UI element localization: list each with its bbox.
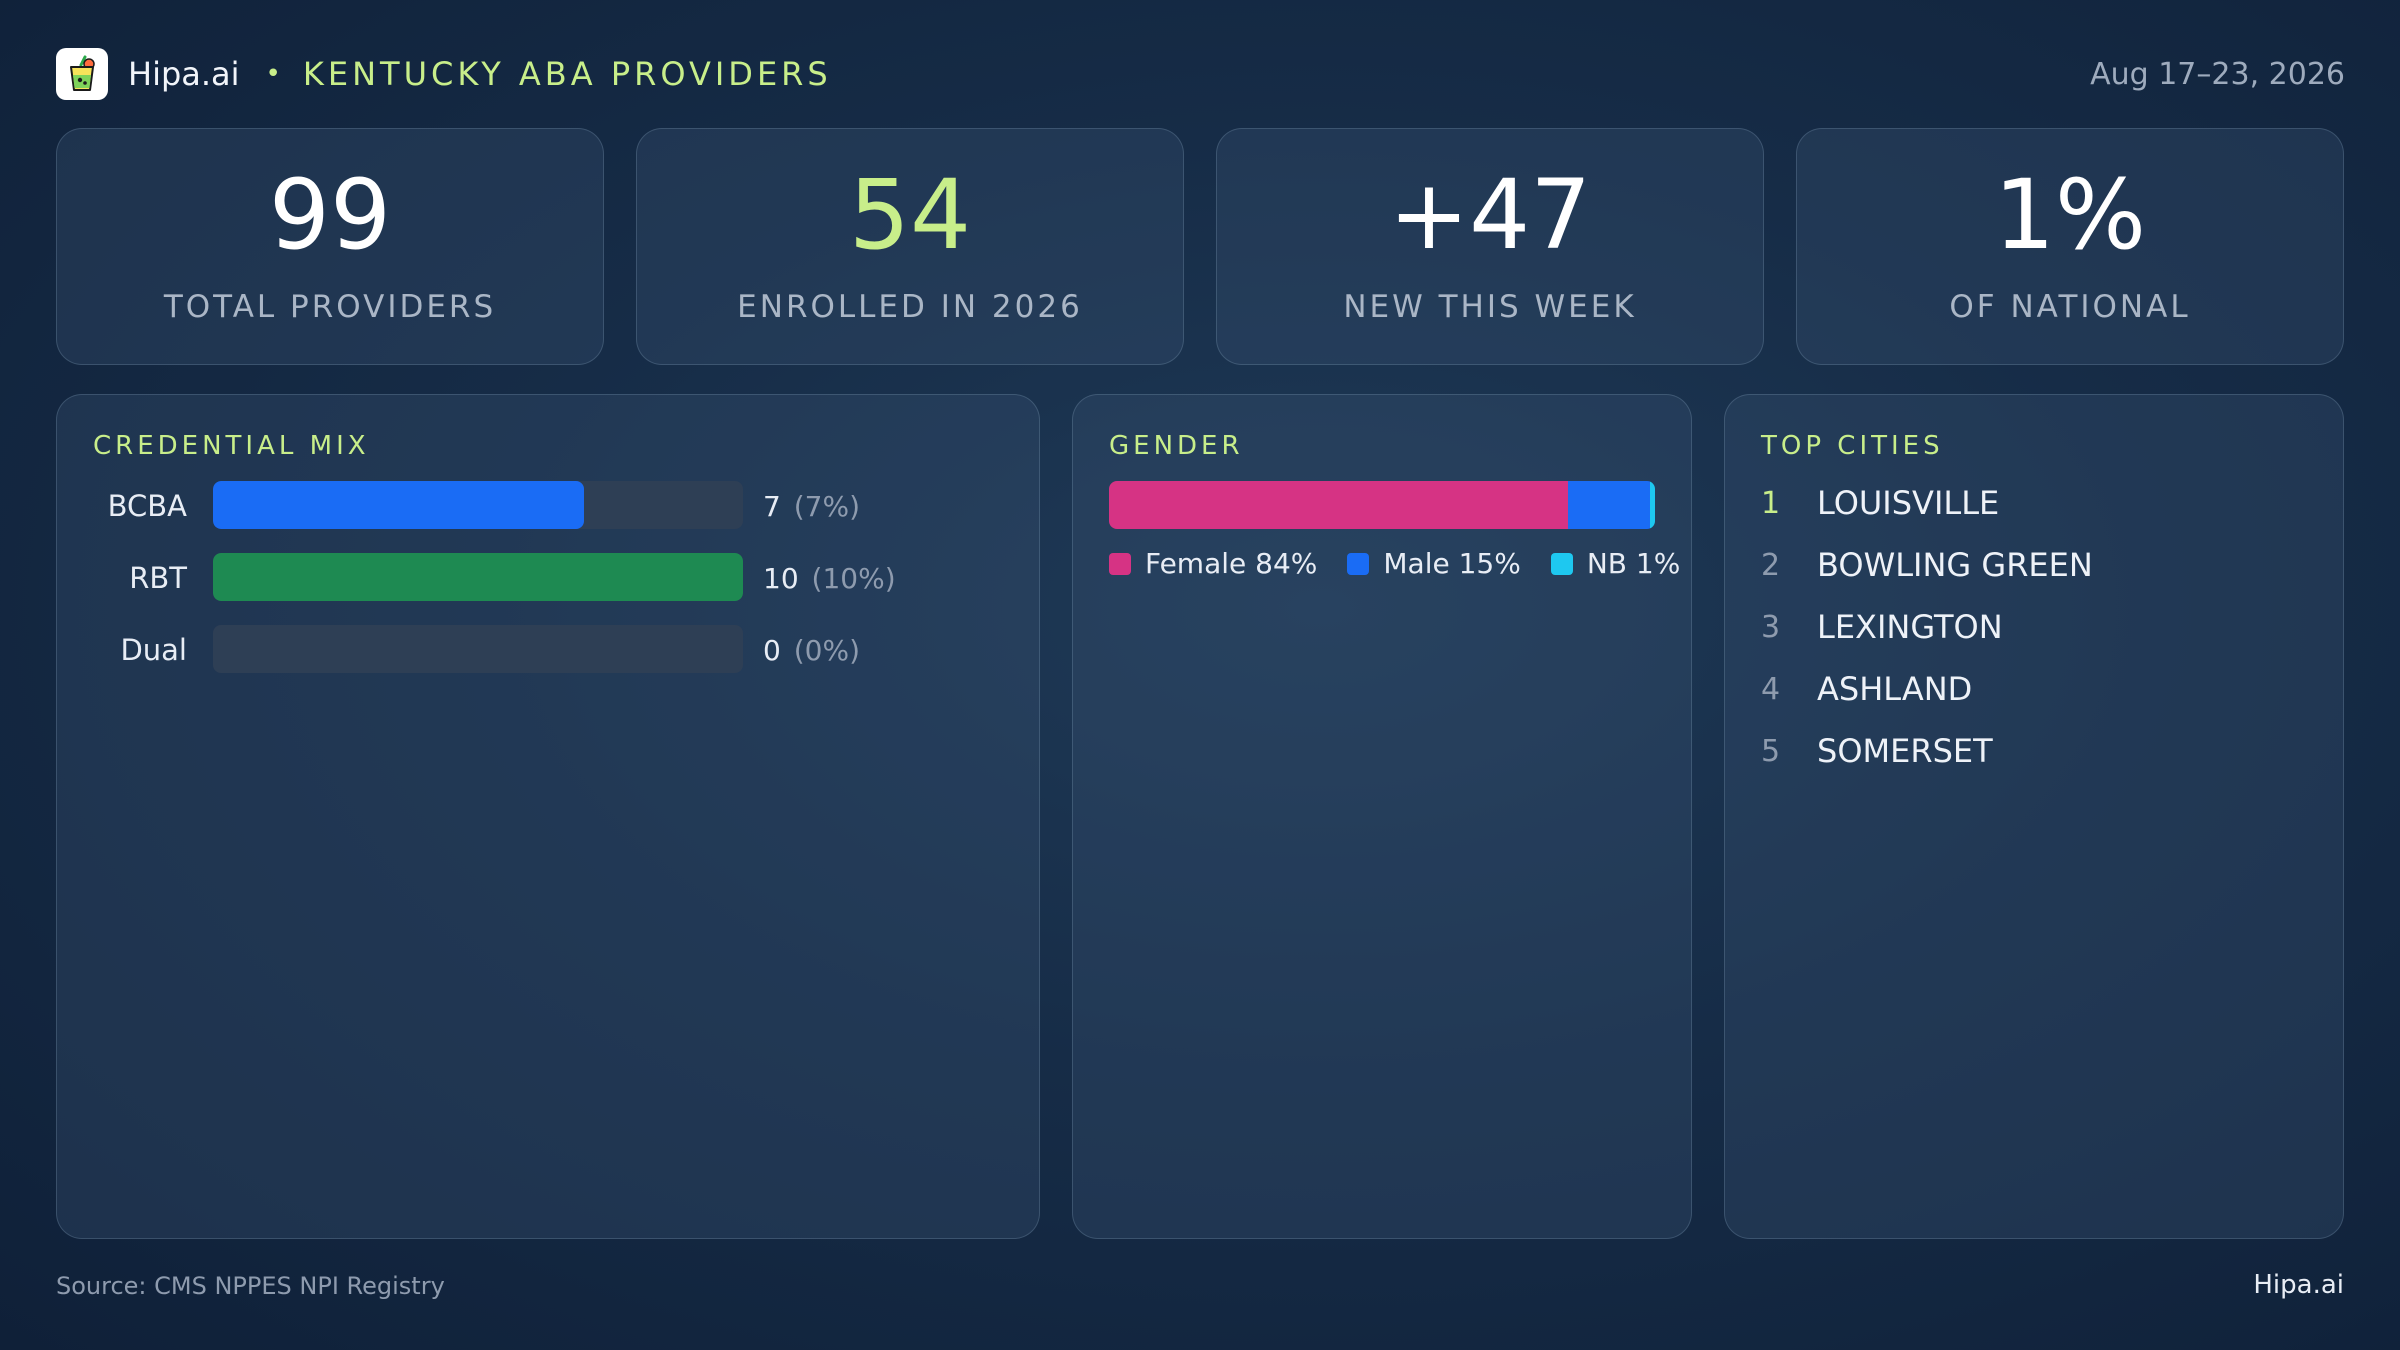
credential-count: 0	[763, 634, 781, 667]
kpi-enrolled: 54 ENROLLED IN 2026	[636, 128, 1184, 365]
legend-label: Female 84%	[1145, 547, 1318, 580]
kpi-value: 99	[268, 159, 392, 271]
city-list-item: 2 BOWLING GREEN	[1761, 545, 2093, 585]
credential-count: 7	[763, 490, 781, 523]
kpi-row: 99 TOTAL PROVIDERS 54 ENROLLED IN 2026 +…	[56, 128, 2344, 365]
credential-row-rbt: RBT 10 (10%)	[57, 553, 1039, 601]
gender-stacked-bar	[1109, 481, 1655, 529]
header: Hipa.ai • KENTUCKY ABA PROVIDERS Aug 17–…	[56, 46, 2345, 102]
data-source: Source: CMS NPPES NPI Registry	[56, 1272, 445, 1300]
gender-legend: Female 84% Male 15% NB 1%	[1109, 547, 1710, 580]
legend-swatch	[1550, 552, 1573, 575]
gender-panel: GENDER Female 84% Male 15% NB 1%	[1072, 394, 1692, 1239]
city-name: LOUISVILLE	[1817, 484, 2000, 522]
credential-percent: (7%)	[793, 490, 861, 523]
kpi-total-providers: 99 TOTAL PROVIDERS	[56, 128, 604, 365]
kpi-label: ENROLLED IN 2026	[737, 289, 1083, 325]
credential-bar-fill	[213, 553, 743, 601]
title-separator: •	[265, 59, 281, 89]
panel-title: GENDER	[1109, 431, 1244, 461]
brand-name: Hipa.ai	[128, 55, 240, 93]
kpi-new-this-week: +47 NEW THIS WEEK	[1216, 128, 1764, 365]
credential-mix-panel: CREDENTIAL MIX BCBA 7 (7%) RBT 10 (10%) …	[56, 394, 1040, 1239]
kpi-label: TOTAL PROVIDERS	[163, 289, 497, 325]
credential-label: Dual	[120, 633, 187, 667]
gender-segment-male	[1567, 481, 1650, 529]
legend-label: Male 15%	[1383, 547, 1521, 580]
kpi-label: OF NATIONAL	[1949, 289, 2191, 325]
panel-title: TOP CITIES	[1761, 431, 1944, 461]
credential-bar-track	[213, 625, 743, 673]
city-list-item: 5 SOMERSET	[1761, 731, 1993, 771]
legend-label: NB 1%	[1586, 547, 1681, 580]
gender-segment-female	[1109, 481, 1568, 529]
credential-value: 7 (7%)	[763, 490, 860, 523]
city-rank: 4	[1761, 671, 1781, 707]
kpi-value: 54	[848, 159, 972, 271]
city-name: ASHLAND	[1817, 670, 1973, 708]
credential-percent: (0%)	[793, 634, 861, 667]
legend-swatch	[1109, 552, 1131, 575]
city-rank: 1	[1761, 485, 1781, 521]
legend-swatch	[1347, 552, 1370, 575]
legend-item-nb: NB 1%	[1550, 547, 1681, 580]
credential-value: 10 (10%)	[763, 562, 896, 595]
credential-bar-track	[213, 481, 743, 529]
city-list-item: 1 LOUISVILLE	[1761, 483, 1999, 523]
kpi-value: +47	[1388, 159, 1592, 271]
credential-value: 0 (0%)	[763, 634, 860, 667]
credential-count: 10	[763, 562, 799, 595]
footer-brand[interactable]: Hipa.ai	[2253, 1270, 2344, 1300]
credential-bar-fill	[213, 481, 584, 529]
credential-row-bcba: BCBA 7 (7%)	[57, 481, 1039, 529]
city-rank: 2	[1761, 547, 1781, 583]
kpi-value: 1%	[1993, 159, 2147, 271]
legend-item-female: Female 84%	[1109, 547, 1317, 580]
page-title: KENTUCKY ABA PROVIDERS	[302, 55, 832, 93]
kpi-label: NEW THIS WEEK	[1343, 289, 1637, 325]
credential-bar-track	[213, 553, 743, 601]
top-cities-panel: TOP CITIES 1 LOUISVILLE 2 BOWLING GREEN …	[1724, 394, 2344, 1239]
city-list-item: 4 ASHLAND	[1761, 669, 1972, 709]
credential-label: RBT	[129, 561, 187, 595]
city-name: LEXINGTON	[1817, 608, 2003, 646]
panel-title: CREDENTIAL MIX	[93, 431, 370, 461]
kpi-of-national: 1% OF NATIONAL	[1796, 128, 2344, 365]
credential-percent: (10%)	[811, 562, 896, 595]
hipa-logo-icon[interactable]	[56, 48, 108, 100]
credential-label: BCBA	[107, 489, 187, 523]
date-range: Aug 17–23, 2026	[2090, 56, 2345, 92]
gender-segment-nb	[1649, 481, 1655, 529]
city-rank: 3	[1761, 609, 1781, 645]
city-name: SOMERSET	[1817, 732, 1993, 770]
city-list-item: 3 LEXINGTON	[1761, 607, 2003, 647]
legend-item-male: Male 15%	[1347, 547, 1521, 580]
city-rank: 5	[1761, 733, 1781, 769]
city-name: BOWLING GREEN	[1817, 546, 2093, 584]
credential-row-dual: Dual 0 (0%)	[57, 625, 1039, 673]
